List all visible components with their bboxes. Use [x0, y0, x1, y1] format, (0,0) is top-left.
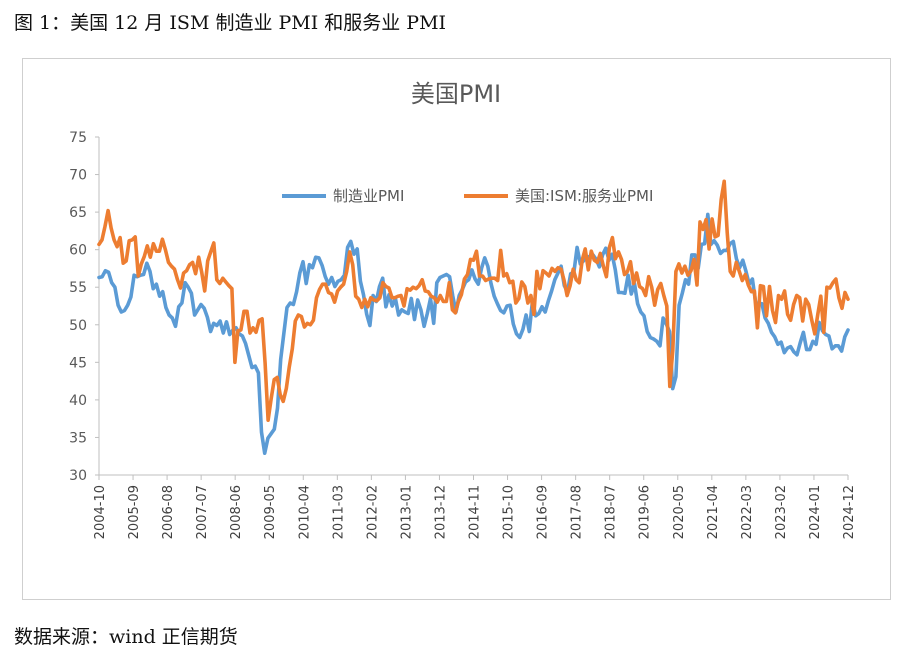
y-tick-label: 70 [69, 168, 87, 184]
series-layer [97, 179, 850, 456]
x-tick-label: 2011-03 [331, 485, 346, 539]
chart-frame: 美国PMI 制造业PMI 美国:ISM:服务业PMI 30 35 40 45 50 55 6… [22, 58, 891, 600]
legend: 制造业PMI 美国:ISM:服务业PMI [282, 187, 653, 205]
x-tick-label: 2009-05 [263, 485, 278, 539]
series-line-manufacturing [97, 212, 850, 456]
y-tick-label: 55 [69, 280, 87, 296]
y-tick-label: 35 [69, 430, 87, 446]
x-tick-label: 2014-11 [468, 485, 483, 539]
y-tick-label: 60 [69, 243, 87, 259]
x-tick-label: 2010-04 [297, 485, 312, 539]
x-tick-label: 2024-01 [808, 485, 823, 539]
x-tick-label: 2006-08 [161, 485, 176, 539]
pmi-line-chart: 美国PMI 制造业PMI 美国:ISM:服务业PMI 30 35 40 45 50 55 6… [69, 80, 857, 539]
source-note: 数据来源：wind 正信期货 [14, 626, 238, 648]
x-tick-label: 2017-08 [570, 485, 585, 539]
x-tick-label: 2013-12 [433, 485, 448, 539]
x-tick-label: 2015-10 [502, 485, 517, 539]
legend-label-services: 美国:ISM:服务业PMI [515, 187, 653, 205]
x-tick-label: 2007-07 [195, 485, 210, 539]
y-tick-label: 65 [69, 205, 87, 221]
x-tick-label: 2016-09 [536, 485, 551, 539]
x-tick-label: 2008-06 [229, 485, 244, 539]
x-tick-label: 2005-09 [127, 485, 142, 539]
x-tick-label: 2022-03 [740, 485, 755, 539]
x-tick-label: 2018-07 [604, 485, 619, 539]
x-tick-label: 2023-02 [774, 485, 789, 539]
y-tick-label: 40 [69, 393, 87, 409]
y-tick-label: 75 [69, 130, 87, 146]
chart-title: 美国PMI [411, 80, 501, 108]
y-tick-label: 50 [69, 318, 87, 334]
x-tick-label: 2021-04 [706, 485, 721, 539]
legend-label-manufacturing: 制造业PMI [333, 187, 404, 205]
x-tick-label: 2013-01 [399, 485, 414, 539]
x-tick-label: 2020-05 [672, 485, 687, 539]
x-tick-label: 2019-06 [638, 485, 653, 539]
y-tick-label: 45 [69, 355, 87, 371]
axes: 30 35 40 45 50 55 60 65 70 75 2004-10 2005-09 2006-0… [69, 130, 857, 539]
x-tick-label: 2024-12 [842, 485, 857, 539]
x-tick-label: 2004-10 [93, 485, 108, 539]
x-tick-label: 2012-02 [365, 485, 380, 539]
series-line-services [97, 179, 850, 423]
y-tick-label: 30 [69, 468, 87, 484]
figure-caption: 图 1：美国 12 月 ISM 制造业 PMI 和服务业 PMI [14, 12, 447, 34]
